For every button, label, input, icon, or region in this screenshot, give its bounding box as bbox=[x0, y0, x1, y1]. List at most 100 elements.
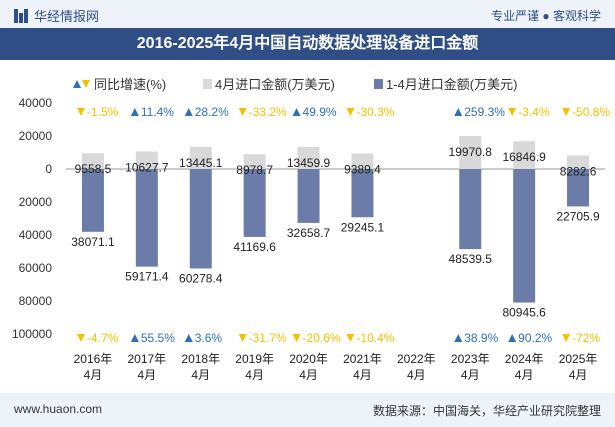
data-label-ytd: 32658.7 bbox=[287, 226, 331, 240]
brand-logo-icon bbox=[14, 8, 28, 23]
growth-month-label-text: -33.2% bbox=[249, 105, 287, 119]
down-triangle-icon bbox=[76, 108, 85, 116]
x-tick-label-month: 4月 bbox=[138, 368, 157, 382]
up-triangle-icon bbox=[454, 108, 463, 116]
x-tick-label-year: 2017年 bbox=[127, 352, 166, 366]
bar-ytd bbox=[351, 169, 374, 218]
down-triangle-icon bbox=[346, 108, 355, 116]
data-label-month: 19970.8 bbox=[449, 145, 493, 159]
x-tick-label-month: 4月 bbox=[515, 368, 534, 382]
growth-month-label: 259.3% bbox=[454, 105, 505, 119]
bar-ytd bbox=[513, 169, 536, 303]
growth-month-label: -1.5% bbox=[76, 105, 119, 119]
up-triangle-icon bbox=[184, 334, 193, 342]
brand-name: 华经情报网 bbox=[34, 9, 100, 24]
bar-ytd bbox=[81, 169, 104, 232]
growth-month-label-text: 259.3% bbox=[464, 105, 505, 119]
up-triangle-icon bbox=[130, 108, 139, 116]
x-axis: 2016年 4月 2017年 4月 2018年 4月 2019年 4月 2020年 4月 2021年… bbox=[74, 352, 598, 382]
legend-label-ytd: 1-4月进口金额(万美元) bbox=[386, 77, 517, 92]
y-tick-label: 0 bbox=[45, 162, 52, 176]
legend-swatch-ytd bbox=[374, 79, 383, 89]
y-tick-label: 20000 bbox=[19, 195, 53, 209]
x-tick-label-month: 4月 bbox=[353, 368, 372, 382]
x-tick-label-year: 2020年 bbox=[289, 352, 328, 366]
bar-ytd bbox=[243, 169, 266, 237]
bar-month bbox=[189, 146, 212, 169]
up-triangle-icon bbox=[292, 108, 301, 116]
x-tick-label-month: 4月 bbox=[299, 368, 318, 382]
data-label-ytd: 38071.1 bbox=[71, 235, 115, 249]
growth-month-label-text: 49.9% bbox=[303, 105, 337, 119]
bar-month bbox=[135, 151, 158, 169]
growth-ytd-label-text: 38.9% bbox=[464, 331, 498, 345]
x-tick-label-year: 2024年 bbox=[505, 352, 544, 366]
up-triangle-icon bbox=[184, 108, 193, 116]
bar-month bbox=[81, 153, 104, 169]
data-label-month: 16846.9 bbox=[502, 150, 546, 164]
data-label-ytd: 29245.1 bbox=[341, 220, 385, 234]
growth-month-label: -30.3% bbox=[346, 105, 395, 119]
chart-title: 2016-2025年4月中国自动数据处理设备进口金额 bbox=[0, 28, 615, 60]
tagline: 专业严谨 ● 客观科学 bbox=[491, 9, 601, 23]
growth-month-label: 11.4% bbox=[130, 105, 174, 119]
growth-ytd-label-text: -31.7% bbox=[249, 331, 287, 345]
x-tick-label-year: 2018年 bbox=[181, 352, 220, 366]
bar-month bbox=[459, 136, 482, 169]
data-label-ytd: 22705.9 bbox=[556, 209, 600, 223]
x-tick-label-year: 2019年 bbox=[235, 352, 274, 366]
bar-month bbox=[243, 154, 266, 169]
legend: 同比增速(%) 4月进口金额(万美元) 1-4月进口金额(万美元) bbox=[73, 77, 517, 92]
down-triangle-icon bbox=[76, 334, 85, 342]
x-tick-label-month: 4月 bbox=[191, 368, 210, 382]
data-label-ytd: 60278.4 bbox=[179, 271, 223, 285]
growth-month-label-text: -30.3% bbox=[356, 105, 394, 119]
y-tick-label: 20000 bbox=[19, 129, 53, 143]
down-triangle-icon bbox=[562, 334, 571, 342]
down-triangle-icon bbox=[562, 108, 571, 116]
growth-ytd-label: 55.5% bbox=[130, 331, 175, 345]
bars bbox=[81, 136, 590, 303]
legend-up-triangle-icon bbox=[73, 80, 81, 88]
data-label-month: 9389.4 bbox=[344, 163, 381, 177]
growth-ytd-label-text: -72% bbox=[572, 331, 600, 345]
bar-ytd bbox=[189, 169, 212, 269]
data-label-month: 10627.7 bbox=[125, 160, 169, 174]
legend-swatch-month bbox=[203, 79, 212, 89]
growth-month-label: -33.2% bbox=[238, 105, 287, 119]
down-triangle-icon bbox=[238, 108, 247, 116]
growth-month-label-text: -3.4% bbox=[518, 105, 550, 119]
legend-down-triangle-icon bbox=[82, 80, 90, 88]
x-tick-label-month: 4月 bbox=[461, 368, 480, 382]
growth-ytd-label: 90.2% bbox=[508, 331, 553, 345]
legend-label-growth: 同比增速(%) bbox=[94, 77, 166, 92]
growth-ytd-label-text: 90.2% bbox=[518, 331, 552, 345]
x-tick-label-year: 2021年 bbox=[343, 352, 382, 366]
down-triangle-icon bbox=[238, 334, 247, 342]
data-label-ytd: 48539.5 bbox=[449, 252, 493, 266]
bar-ytd bbox=[297, 169, 320, 223]
down-triangle-icon bbox=[346, 334, 355, 342]
up-triangle-icon bbox=[508, 334, 517, 342]
x-tick-label-year: 2025年 bbox=[559, 352, 598, 366]
growth-month-label-text: 28.2% bbox=[195, 105, 229, 119]
growth-month-label: -3.4% bbox=[508, 105, 550, 119]
data-label-month: 8978.7 bbox=[236, 163, 273, 177]
growth-ytd-label: -72% bbox=[562, 331, 600, 345]
bar-month bbox=[567, 155, 590, 169]
legend-label-month: 4月进口金额(万美元) bbox=[215, 77, 335, 92]
y-tick-label: 100000 bbox=[12, 327, 52, 341]
chart: 同比增速(%) 4月进口金额(万美元) 1-4月进口金额(万美元) 40000 200… bbox=[12, 77, 610, 382]
y-tick-label: 80000 bbox=[19, 294, 53, 308]
growth-month-label: -50.8% bbox=[562, 105, 610, 119]
down-triangle-icon bbox=[508, 108, 517, 116]
growth-ytd-label: -20.6% bbox=[292, 331, 341, 345]
y-tick-label: 60000 bbox=[19, 261, 53, 275]
up-triangle-icon bbox=[454, 334, 463, 342]
x-tick-label-year: 2016年 bbox=[74, 352, 113, 366]
x-tick-label-year: 2022年 bbox=[397, 352, 436, 366]
growth-month-label-text: -50.8% bbox=[572, 105, 610, 119]
bar-month bbox=[297, 146, 320, 169]
growth-month-label-text: -1.5% bbox=[87, 105, 119, 119]
footer: www.huaon.com 数据来源：中国海关，华经产业研究院整理 bbox=[0, 393, 615, 427]
